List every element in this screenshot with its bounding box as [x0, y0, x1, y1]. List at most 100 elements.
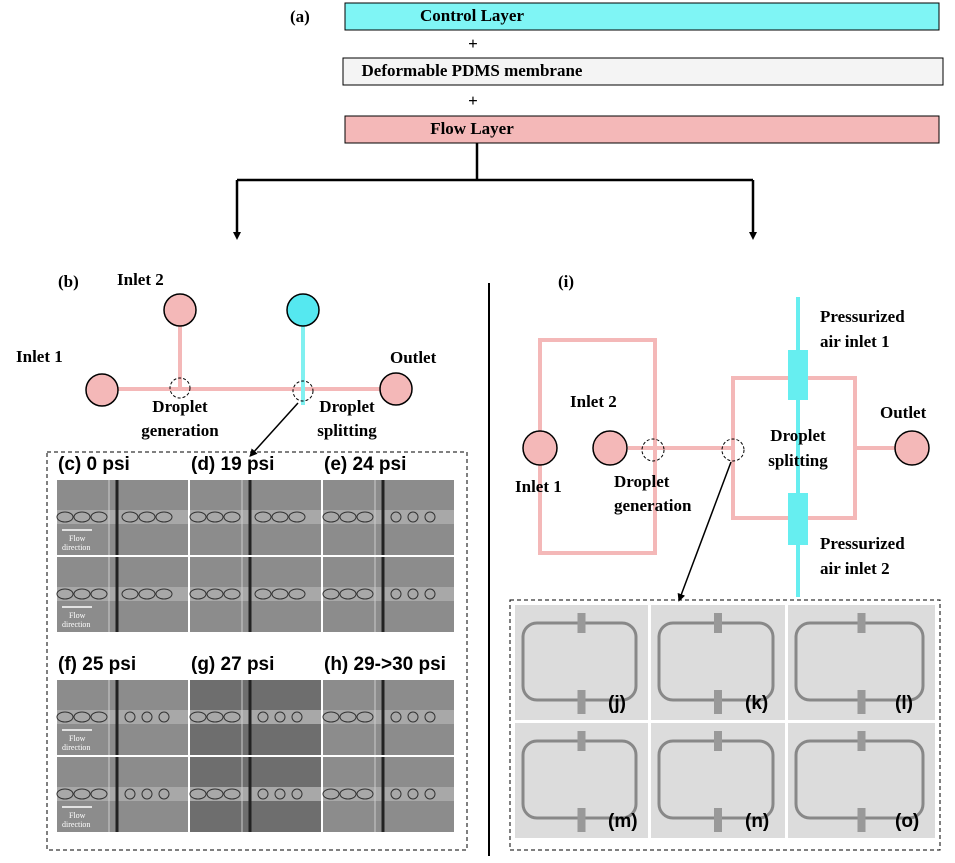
channel — [190, 710, 321, 724]
droplet — [121, 511, 139, 523]
valve — [577, 808, 586, 832]
droplet — [73, 511, 91, 523]
valve — [714, 808, 722, 832]
panel-label: (a) — [290, 7, 310, 26]
droplet — [206, 511, 224, 523]
droplet-generation: Droplet — [614, 472, 670, 491]
inlet-label: Inlet 2 — [570, 392, 617, 411]
photo — [189, 557, 321, 632]
droplet-generation: Droplet — [152, 397, 208, 416]
droplet — [155, 511, 173, 523]
droplet — [407, 711, 419, 723]
droplet — [56, 711, 74, 723]
valve — [714, 690, 722, 714]
channel — [190, 787, 321, 801]
droplet — [257, 711, 269, 723]
droplet — [189, 711, 207, 723]
photo — [189, 480, 321, 555]
droplet — [424, 788, 436, 800]
droplet — [339, 511, 357, 523]
droplet — [254, 588, 272, 600]
channel — [323, 510, 454, 524]
photo — [651, 605, 785, 720]
droplet — [90, 711, 108, 723]
droplet — [206, 588, 224, 600]
droplet — [90, 588, 108, 600]
flow-direction: direction — [62, 543, 90, 552]
valve — [857, 731, 866, 751]
droplet — [56, 788, 74, 800]
frame-label: (h) 29->30 psi — [324, 654, 446, 675]
valve — [857, 613, 866, 633]
droplet — [223, 588, 241, 600]
photo — [515, 723, 648, 838]
photo — [189, 680, 321, 755]
droplet — [322, 788, 340, 800]
droplet — [424, 588, 436, 600]
valve — [714, 731, 722, 751]
droplet — [271, 511, 289, 523]
droplet — [407, 588, 419, 600]
droplet — [138, 511, 156, 523]
frame-label: (o) — [895, 811, 919, 832]
layer-box — [342, 57, 944, 86]
droplet — [322, 588, 340, 600]
droplet — [223, 788, 241, 800]
droplet-splitting: Droplet — [770, 426, 826, 445]
flow-direction: Flow — [69, 611, 86, 620]
droplet — [73, 588, 91, 600]
droplet — [339, 788, 357, 800]
droplet-splitting: splitting — [768, 451, 828, 470]
droplet — [141, 788, 153, 800]
valve — [577, 731, 586, 751]
droplet — [291, 788, 303, 800]
channel — [323, 587, 454, 601]
droplet — [339, 588, 357, 600]
droplet — [141, 711, 153, 723]
flow-direction: Flow — [69, 734, 86, 743]
droplet — [121, 588, 139, 600]
droplet — [356, 711, 374, 723]
droplet — [424, 711, 436, 723]
droplet — [138, 588, 156, 600]
schematic-b — [46, 293, 468, 851]
droplet — [90, 788, 108, 800]
panel-label: (i) — [558, 272, 574, 291]
droplet-generation: generation — [141, 421, 219, 440]
layer-label: Control Layer — [420, 6, 524, 25]
droplet — [206, 788, 224, 800]
photo — [515, 605, 648, 720]
valve — [857, 808, 866, 832]
valve — [577, 613, 586, 633]
frame-label: (g) 27 psi — [191, 654, 274, 675]
photo — [322, 680, 454, 755]
photo — [189, 757, 321, 832]
droplet — [407, 511, 419, 523]
outlet-label: Outlet — [390, 348, 437, 367]
droplet — [124, 788, 136, 800]
channel — [57, 787, 188, 801]
air-inlet-label: Pressurized — [820, 534, 905, 553]
droplet — [339, 711, 357, 723]
layer-box — [344, 2, 940, 31]
droplet — [274, 711, 286, 723]
layer-label: Deformable PDMS membrane — [362, 61, 583, 80]
plus: + — [468, 91, 478, 110]
valve — [577, 690, 586, 714]
droplet — [56, 588, 74, 600]
hierarchy-lines — [233, 143, 757, 240]
droplet — [257, 788, 269, 800]
photo-frames: FlowdirectionFlowdirectionFlowdirectionF… — [56, 480, 935, 838]
air-inlet-label: air inlet 1 — [820, 332, 890, 351]
inlet-label: Inlet 1 — [515, 477, 562, 496]
droplet — [206, 711, 224, 723]
droplet — [390, 511, 402, 523]
flow-direction: direction — [62, 620, 90, 629]
droplet — [288, 588, 306, 600]
layer-label: Flow Layer — [430, 119, 514, 138]
frame-label: (n) — [745, 811, 769, 832]
flow-direction: direction — [62, 743, 90, 752]
droplet — [155, 588, 173, 600]
